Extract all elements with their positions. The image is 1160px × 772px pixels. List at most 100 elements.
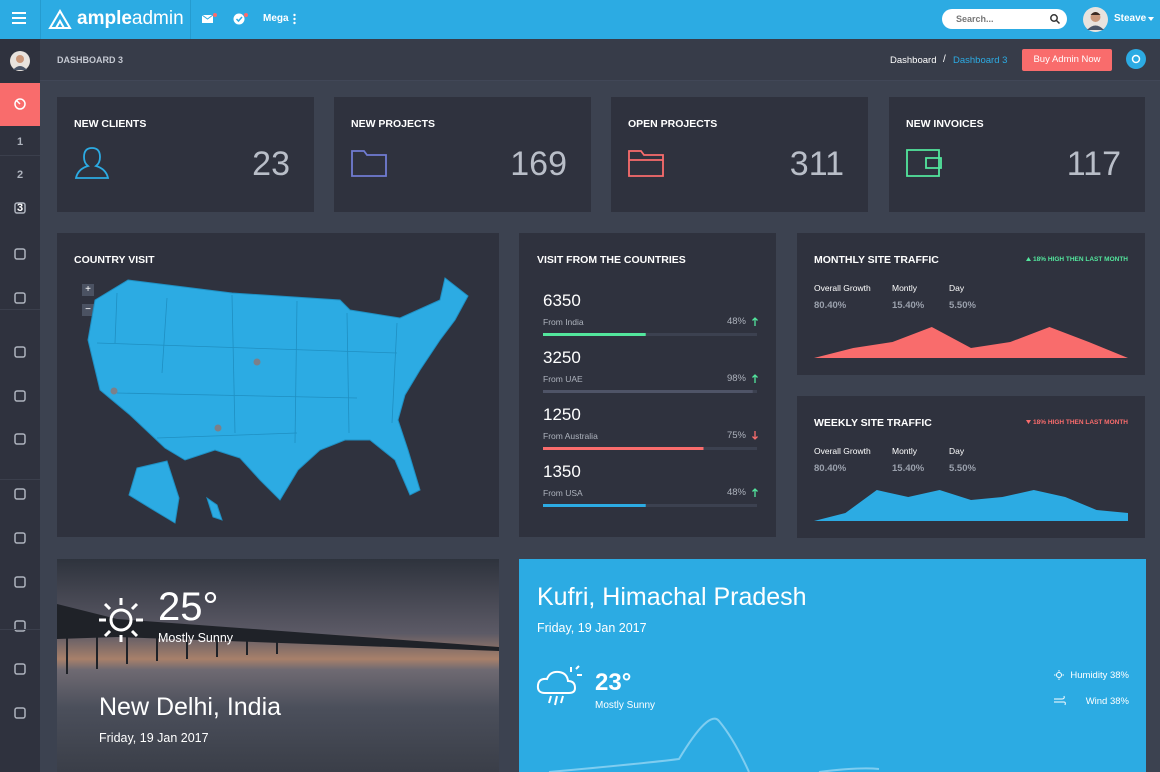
icon-shape: [14, 346, 26, 358]
area: [814, 490, 1128, 521]
progress-track: [543, 504, 757, 507]
breadcrumb-separator: /: [943, 54, 946, 65]
sidebar: 1 2 3: [0, 39, 40, 772]
visit-percent: 48%: [726, 487, 746, 498]
sidebar-icon: [14, 346, 26, 358]
page-title: DASHBOARD 3: [57, 55, 124, 65]
weather-forecast-card: Kufri, Himachal Pradesh Friday, 19 Jan 2…: [519, 559, 1146, 772]
visits-card: VISIT FROM THE COUNTRIES 6350 From India 4…: [519, 233, 776, 537]
area: [814, 327, 1128, 358]
brand-bold: ample: [77, 8, 132, 29]
visit-value: 3250: [543, 348, 581, 367]
progress-bar: [543, 447, 704, 450]
stat-value: 15.40%: [892, 463, 925, 474]
arrow: [1026, 257, 1031, 261]
temperature: 23°: [595, 669, 632, 696]
rain-icon: [536, 665, 582, 706]
visit-percent: 75%: [726, 430, 746, 441]
sparkline: [814, 490, 1128, 521]
stat-card: NEW INVOICES 117: [889, 97, 1145, 212]
stat-icon: [74, 147, 110, 179]
stat-label: Overall Growth: [814, 283, 871, 293]
search-box[interactable]: Search...: [942, 9, 1067, 29]
stat-label: Montly: [892, 283, 918, 293]
divider: [40, 0, 41, 39]
sidebar-avatar[interactable]: [10, 51, 30, 71]
progress-bar: [543, 504, 646, 507]
icon-shape: [74, 147, 110, 179]
stat-title: NEW PROJECTS: [351, 118, 436, 130]
wind-icon: [1054, 695, 1066, 706]
visit-percent: 48%: [726, 316, 746, 327]
condition: Mostly Sunny: [595, 700, 656, 711]
user-name[interactable]: Steave: [1114, 13, 1147, 24]
more-icon[interactable]: [293, 13, 296, 25]
icon-shape: [14, 292, 26, 304]
breadcrumb-link[interactable]: Dashboard: [890, 55, 937, 66]
stat-value: 23: [252, 145, 290, 183]
active-menu-item[interactable]: [0, 83, 40, 126]
mail-icon[interactable]: [201, 13, 218, 25]
forecast-curve: [548, 717, 880, 772]
brand[interactable]: ampleadmin: [77, 8, 184, 30]
sidebar-icon: [14, 663, 26, 675]
sidebar-divider: [0, 479, 40, 480]
sidebar-item[interactable]: 3: [16, 202, 24, 214]
buy-button[interactable]: Buy Admin Now: [1022, 49, 1112, 71]
sidebar-icon: [14, 488, 26, 500]
progress: [543, 504, 757, 507]
icon-shape: [14, 620, 26, 632]
card-title: COUNTRY VISIT: [74, 254, 155, 266]
card-title: WEEKLY SITE TRAFFIC: [814, 417, 932, 429]
icon-shape: [14, 488, 26, 500]
date: Friday, 19 Jan 2017: [99, 731, 209, 745]
zoom-out[interactable]: −: [82, 304, 94, 316]
sidebar-divider: [0, 629, 40, 630]
city: Kufri, Himachal Pradesh: [537, 583, 807, 611]
stat-value: 117: [1066, 145, 1121, 183]
sidebar-icon: [14, 292, 26, 304]
stat-value: 80.40%: [814, 463, 847, 474]
traffic-card: WEEKLY SITE TRAFFIC 18% HIGH THEN LAST MO…: [797, 396, 1145, 538]
stat-value: 5.50%: [949, 300, 976, 311]
visit-percent: 98%: [726, 373, 746, 384]
sidebar-icon: [14, 620, 26, 632]
visit-label: From UAE: [543, 374, 583, 384]
settings-button[interactable]: [1126, 49, 1146, 69]
icon-shape: [14, 433, 26, 445]
city: New Delhi, India: [99, 693, 282, 721]
progress-track: [543, 333, 757, 336]
icon-shape: [14, 532, 26, 544]
bridge-scene: [57, 604, 499, 674]
progress-bar: [543, 390, 753, 393]
mega-menu[interactable]: Mega: [263, 13, 289, 24]
icon-shape: [14, 202, 26, 214]
visit-label: From India: [543, 317, 584, 327]
arrow: [752, 431, 758, 440]
sidebar-icon: [14, 576, 26, 588]
humidity-icon: [1054, 670, 1064, 680]
icon-shape: [14, 663, 26, 675]
icon-shape: [628, 150, 664, 177]
progress-bar: [543, 333, 646, 336]
trend-arrow: [752, 431, 758, 440]
icon-shape: [14, 576, 26, 588]
wind: Wind 38%: [1085, 696, 1129, 707]
zoom-in[interactable]: +: [82, 284, 94, 296]
stat-value: 169: [510, 145, 567, 183]
sidebar-item[interactable]: 1: [16, 136, 24, 148]
tasks-icon[interactable]: [233, 12, 249, 26]
breadcrumb-current: Dashboard 3: [953, 55, 1008, 66]
menu-icon[interactable]: [12, 12, 28, 26]
sidebar-item[interactable]: 2: [16, 169, 24, 181]
trend-arrow: [752, 374, 758, 383]
arrow: [752, 374, 758, 383]
stat-card: OPEN PROJECTS 311: [611, 97, 868, 212]
stat-label: Overall Growth: [814, 446, 871, 456]
search-icon[interactable]: [1050, 14, 1061, 25]
user-avatar[interactable]: [1083, 7, 1108, 32]
progress: [543, 447, 757, 450]
arrow: [1026, 420, 1031, 424]
